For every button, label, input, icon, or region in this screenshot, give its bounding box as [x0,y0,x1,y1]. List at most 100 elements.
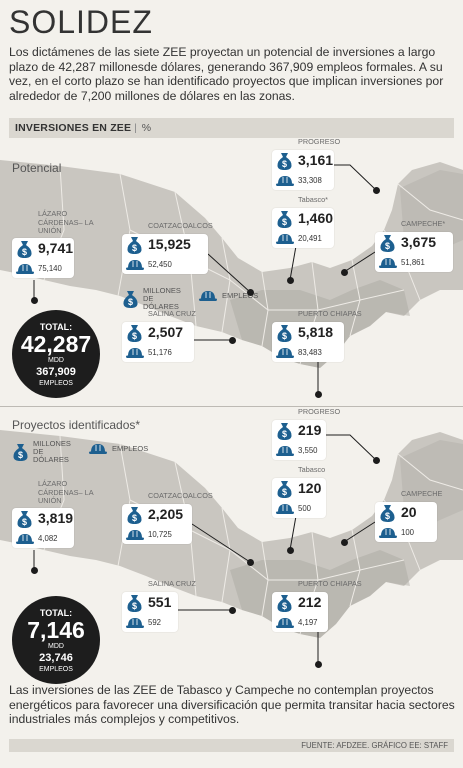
zone-name-chiapas: PUERTO CHIAPAS [298,309,362,318]
total-label: TOTAL: [39,608,73,618]
hard-hat-icon [379,528,397,538]
zone-dot-progreso [372,456,380,464]
zone-dot-lazaro [30,296,38,304]
zone-jobs-coatza: 52,450 [148,260,172,269]
map-mainland [0,430,463,638]
section-header-bar: INVERSIONES EN ZEE | % [9,118,454,138]
svg-text:$: $ [282,601,287,611]
connector-campeche [343,521,376,543]
zone-dot-tabasco [286,546,294,554]
total-jobs-label: EMPLEOS [39,380,73,387]
money-bag-icon: $ [277,481,292,498]
zone-name-coatza: COATZACOALCOS [148,221,213,230]
money-bag-icon: $ [17,511,32,528]
connector-coatza [207,253,251,293]
zone-card-tabasco: $120 500 [272,478,326,518]
zone-name-campeche: CAMPECHE [401,489,443,498]
svg-text:$: $ [132,331,137,341]
zone-dot-salina [228,336,236,344]
hard-hat-icon [276,618,294,628]
connector-lines [33,164,377,394]
connector-coatza [191,523,251,563]
hard-hat-icon [199,291,217,301]
zone-name-lazaro: LÁZARO CÁRDENAS– LA UNIÓN [38,479,94,506]
hard-hat-icon [16,534,34,544]
svg-text:$: $ [282,429,287,439]
zone-value-salina: 2,507 [148,324,184,340]
source-bar: FUENTE: AFDZEE. GRÁFICO EE: STAFF [9,739,454,752]
zone-jobs-campeche: 100 [401,528,415,537]
zone-card-lazaro: $9,741 75,140 [12,238,74,278]
zone-value-coatza: 2,205 [148,506,184,522]
zone-card-chiapas: $212 4,197 [272,592,328,632]
section-label: Proyectos identificados* [12,418,141,432]
total-unit: MDD [48,357,64,364]
zone-value-chiapas: 5,818 [298,324,334,340]
svg-text:$: $ [282,331,287,341]
zone-jobs-tabasco: 500 [298,504,312,513]
hard-hat-icon [276,176,294,186]
svg-text:$: $ [128,297,133,307]
zone-card-coatza: $15,925 52,450 [122,234,208,274]
hard-hat-icon [276,446,294,456]
zone-dot-chiapas [314,660,322,668]
zone-name-campeche: CAMPECHE* [401,219,446,228]
svg-text:$: $ [282,159,287,169]
section-potencial: Potencial $ MILLONES DE DÓLARES EMPLEOS PROG… [0,137,463,402]
map-mainland [0,160,463,368]
money-bag-icon: $ [127,325,142,342]
connector-campeche [343,251,376,273]
svg-text:$: $ [18,450,23,460]
zone-name-salina: SALINA CRUZ [148,579,196,588]
zone-card-lazaro: $3,819 4,082 [12,508,74,548]
money-bag-icon: $ [380,505,395,522]
total-value: 7,146 [27,617,85,643]
total-jobs-label: EMPLEOS [39,666,73,673]
zone-jobs-tabasco: 20,491 [298,234,322,243]
svg-text:$: $ [385,241,390,251]
money-bag-icon: $ [380,235,395,252]
zone-dot-progreso [372,186,380,194]
zone-card-progreso: $3,161 33,308 [272,150,334,190]
zone-card-tabasco: $1,460 20,491 [272,208,334,248]
svg-text:$: $ [282,217,287,227]
total-jobs: 23,746 [39,652,73,664]
zone-value-campeche: 20 [401,504,417,520]
zone-value-progreso: 3,161 [298,152,334,168]
legend-money-label: MILLONES DE DÓLARES [33,439,71,464]
connector-progreso [326,434,377,461]
connector-tabasco [289,245,297,281]
zone-jobs-salina: 51,176 [148,348,172,357]
zone-jobs-chiapas: 4,197 [298,618,318,627]
money-bag-icon: $ [123,290,138,308]
zone-jobs-campeche: 51,861 [401,258,425,267]
hard-hat-icon [126,530,144,540]
zone-value-lazaro: 3,819 [38,510,74,526]
total-jobs: 367,909 [36,366,76,378]
section-proyectos: Proyectos identificados* $ MILLONES DE DÓL… [0,407,463,684]
money-bag-icon: $ [127,595,142,612]
zone-jobs-chiapas: 83,483 [298,348,322,357]
zone-name-salina: SALINA CRUZ [148,309,196,318]
money-bag-icon: $ [17,241,32,258]
section-divider [0,406,463,407]
zone-name-coatza: COATZACOALCOS [148,491,213,500]
zone-value-lazaro: 9,741 [38,240,74,256]
zone-jobs-progreso: 33,308 [298,176,322,185]
page-title: SOLIDEZ [9,4,153,40]
intro-text: Los dictámenes de las siete ZEE proyecta… [9,45,444,103]
connector-progreso [334,164,377,191]
money-bag-icon: $ [277,153,292,170]
svg-text:$: $ [132,513,137,523]
total-label: TOTAL: [39,322,73,332]
hard-hat-icon [126,618,144,628]
svg-text:$: $ [282,487,287,497]
zone-jobs-salina: 592 [148,618,162,627]
zone-dot-coatza [246,558,254,566]
hard-hat-icon [126,260,144,270]
zone-value-salina: 551 [148,594,172,610]
legend-money: $ MILLONES DE DÓLARES [12,440,79,464]
zone-name-progreso: PROGRESO [298,407,341,416]
hard-hat-icon [16,264,34,274]
zone-value-tabasco: 1,460 [298,210,334,226]
